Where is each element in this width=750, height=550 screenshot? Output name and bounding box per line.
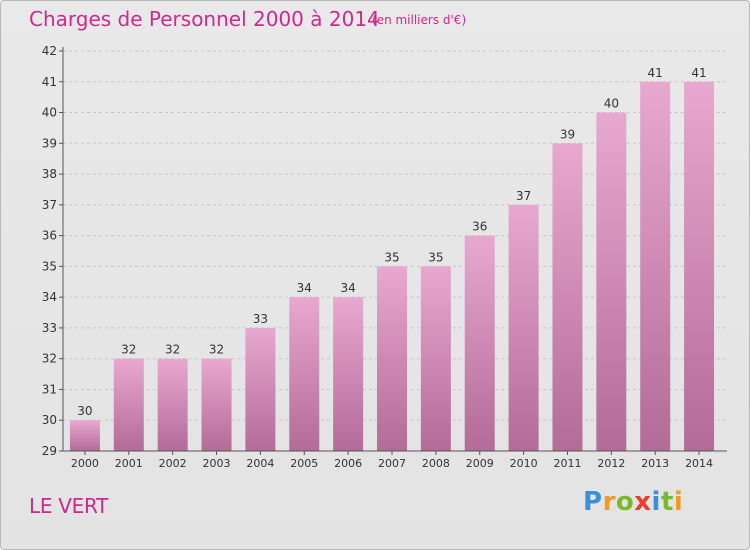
bar-value-label: 36 <box>472 220 487 234</box>
x-tick-label: 2009 <box>466 457 494 470</box>
bar <box>552 143 583 452</box>
bar-value-label: 32 <box>121 343 136 357</box>
y-tick-label: 39 <box>42 136 57 150</box>
bar-value-label: 35 <box>384 250 399 264</box>
bar <box>157 358 188 451</box>
x-tick-label: 2008 <box>422 457 450 470</box>
logo-letter: r <box>602 487 616 517</box>
y-tick-label: 32 <box>42 352 57 366</box>
bar-value-label: 41 <box>648 66 663 80</box>
x-tick-label: 2001 <box>115 457 143 470</box>
bar <box>69 420 100 451</box>
y-tick-label: 30 <box>42 413 57 427</box>
y-tick-label: 33 <box>42 321 57 335</box>
logo-letter: P <box>583 487 603 517</box>
bar-value-label: 30 <box>77 404 92 418</box>
chart-title: Charges de Personnel 2000 à 2014 <box>29 7 380 31</box>
bar <box>640 81 671 452</box>
proxiti-logo: Proxiti <box>583 487 683 517</box>
y-tick-label: 31 <box>42 382 57 396</box>
bar <box>684 81 715 452</box>
x-tick-label: 2004 <box>246 457 274 470</box>
x-tick-label: 2011 <box>553 457 581 470</box>
x-tick-label: 2007 <box>378 457 406 470</box>
bar <box>113 358 144 451</box>
bar <box>333 297 364 451</box>
logo-letter: i <box>651 487 661 517</box>
y-tick-label: 42 <box>42 44 57 58</box>
bar <box>289 297 320 451</box>
x-tick-label: 2010 <box>510 457 538 470</box>
y-tick-label: 37 <box>42 198 57 212</box>
bar-value-label: 35 <box>428 250 443 264</box>
commune-name: LE VERT <box>29 494 109 518</box>
x-tick-label: 2002 <box>159 457 187 470</box>
x-tick-label: 2012 <box>597 457 625 470</box>
y-tick-label: 36 <box>42 229 57 243</box>
bar <box>464 235 495 451</box>
labels: 29 30 31 32 33 34 35 36 37 38 39 40 41 42 30 2000 32 2001… <box>42 44 713 470</box>
bar-value-label: 40 <box>604 97 619 111</box>
bar <box>201 358 232 451</box>
x-tick-label: 2000 <box>71 457 99 470</box>
bar <box>377 266 407 451</box>
bar-value-label: 32 <box>165 343 180 357</box>
chart-subtitle: (en milliers d'€) <box>372 13 467 27</box>
logo-letter: t <box>660 487 674 517</box>
x-tick-label: 2003 <box>203 457 231 470</box>
bar <box>596 112 627 452</box>
bar-value-label: 41 <box>691 66 706 80</box>
bar-value-label: 32 <box>209 343 224 357</box>
y-tick-label: 29 <box>42 444 57 458</box>
x-tick-label: 2014 <box>685 457 713 470</box>
x-tick-label: 2005 <box>290 457 318 470</box>
y-tick-label: 41 <box>42 75 57 89</box>
bar-value-label: 34 <box>340 281 355 295</box>
bar <box>508 204 539 451</box>
y-tick-label: 35 <box>42 259 57 273</box>
bar-value-label: 37 <box>516 189 531 203</box>
logo-letter: x <box>634 487 652 517</box>
bar-value-label: 39 <box>560 127 575 141</box>
x-tick-label: 2013 <box>641 457 669 470</box>
bar <box>420 266 451 451</box>
bar <box>245 327 276 451</box>
y-tick-label: 34 <box>42 290 57 304</box>
bar-value-label: 33 <box>253 312 268 326</box>
logo-letter: o <box>615 487 635 517</box>
bar-value-label: 34 <box>297 281 312 295</box>
y-tick-label: 38 <box>42 167 57 181</box>
axes <box>59 47 727 455</box>
logo-letter: i <box>673 487 684 517</box>
bars <box>69 81 715 452</box>
x-tick-label: 2006 <box>334 457 362 470</box>
y-tick-label: 40 <box>42 106 57 120</box>
